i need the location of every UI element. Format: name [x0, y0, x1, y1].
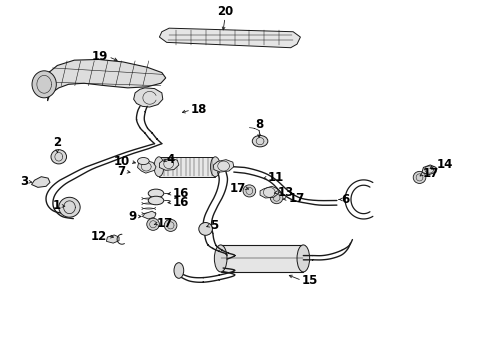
- Ellipse shape: [146, 218, 159, 230]
- Text: 11: 11: [267, 171, 284, 184]
- Text: 6: 6: [341, 193, 349, 206]
- Polygon shape: [137, 160, 156, 173]
- Text: 17: 17: [157, 217, 173, 230]
- Text: 5: 5: [210, 219, 218, 232]
- Text: 10: 10: [114, 155, 130, 168]
- Text: 18: 18: [191, 103, 207, 116]
- Ellipse shape: [210, 157, 220, 177]
- Ellipse shape: [137, 158, 149, 165]
- Text: 2: 2: [53, 136, 61, 149]
- Text: 8: 8: [254, 118, 263, 131]
- Ellipse shape: [148, 196, 163, 205]
- Text: 3: 3: [20, 175, 28, 188]
- Text: 14: 14: [436, 158, 452, 171]
- Text: 13: 13: [277, 186, 293, 199]
- Ellipse shape: [243, 185, 255, 197]
- Text: 15: 15: [301, 274, 318, 287]
- Text: 19: 19: [92, 50, 108, 63]
- Text: 9: 9: [128, 210, 136, 223]
- Ellipse shape: [148, 189, 163, 198]
- Polygon shape: [142, 211, 156, 219]
- Ellipse shape: [252, 135, 267, 147]
- Text: 1: 1: [53, 199, 61, 212]
- Text: 4: 4: [166, 153, 175, 166]
- Polygon shape: [260, 186, 278, 198]
- Polygon shape: [213, 159, 233, 172]
- Polygon shape: [159, 158, 179, 170]
- Polygon shape: [31, 177, 50, 187]
- Polygon shape: [159, 157, 215, 177]
- Polygon shape: [220, 245, 303, 272]
- Text: 16: 16: [172, 196, 188, 209]
- Ellipse shape: [412, 171, 425, 184]
- Ellipse shape: [270, 192, 283, 204]
- Ellipse shape: [32, 71, 56, 98]
- Text: 17: 17: [229, 181, 245, 194]
- Ellipse shape: [296, 245, 309, 272]
- Polygon shape: [106, 235, 119, 243]
- Text: 17: 17: [422, 167, 438, 180]
- Ellipse shape: [214, 245, 226, 272]
- Text: 7: 7: [117, 165, 125, 178]
- Ellipse shape: [51, 150, 66, 164]
- Text: 16: 16: [172, 187, 188, 200]
- Ellipse shape: [174, 263, 183, 278]
- Text: 12: 12: [91, 230, 107, 243]
- Ellipse shape: [59, 197, 80, 217]
- Polygon shape: [133, 88, 163, 107]
- Ellipse shape: [199, 222, 212, 235]
- Polygon shape: [421, 165, 435, 175]
- Ellipse shape: [164, 219, 177, 231]
- Ellipse shape: [154, 157, 163, 177]
- Text: 20: 20: [217, 5, 233, 18]
- Text: 17: 17: [287, 192, 304, 205]
- Polygon shape: [47, 59, 165, 101]
- Polygon shape: [159, 28, 300, 48]
